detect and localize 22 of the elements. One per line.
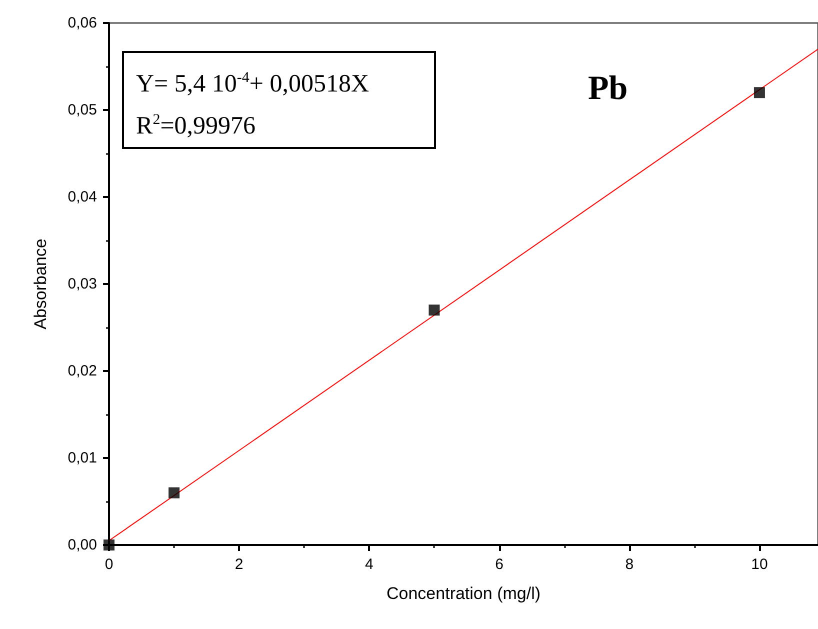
point	[168, 487, 180, 498]
x-tick-label: 0	[104, 556, 114, 573]
x-tick-label: 10	[751, 556, 768, 573]
x-tick-label: 2	[234, 556, 244, 573]
annotation: R$^{2}$=0,99976	[136, 111, 257, 142]
annotation: Y= 5,4 10$^{-4}$+ 0,00518X	[136, 69, 370, 100]
y-tick-label: 0,01	[68, 450, 97, 466]
y-tick-label: 0,05	[68, 102, 97, 118]
y-tick-label: 0,04	[68, 188, 97, 206]
y-axis-title: Absorbance	[31, 238, 50, 330]
y-tick-label: 0,00	[68, 536, 97, 554]
x-tick-label: 6	[495, 556, 504, 573]
x-axis-title: Concentration (mg/l)	[386, 584, 541, 603]
y-tick-label: 0,06	[68, 14, 97, 32]
y-tick-label: 0,03	[68, 276, 97, 292]
x-tick-label: 4	[365, 556, 374, 573]
point	[428, 304, 440, 316]
annotation: Pb	[588, 70, 628, 108]
text-box: Y= 5,4 10$^{-4}$+ 0,00518X R$^{2}$=0,99976	[122, 51, 436, 149]
x-tick-label: 8	[625, 556, 634, 573]
point	[754, 87, 765, 98]
y-tick-label: 0,02	[68, 362, 97, 380]
